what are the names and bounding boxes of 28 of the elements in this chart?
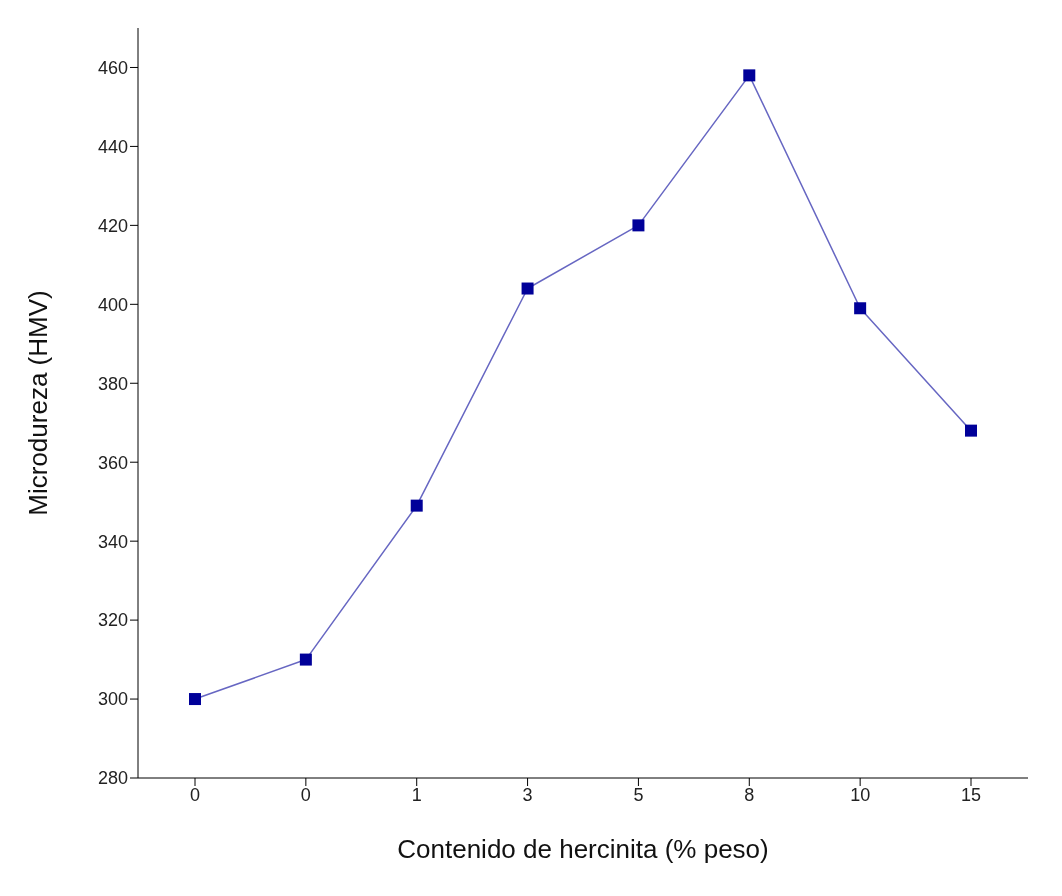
point	[632, 219, 645, 232]
x-tick-label: 8	[744, 784, 755, 805]
x-tick-label: 5	[633, 784, 644, 805]
point	[189, 693, 201, 706]
y-tick-label: 440	[97, 136, 128, 157]
x-tick-label: 0	[300, 784, 311, 805]
x-tick-label: 1	[411, 784, 422, 805]
y-axis-title: Microdureza (HMV)	[23, 290, 54, 516]
x-axis-title: Contenido de hercinita (% peso)	[397, 834, 769, 864]
point	[410, 499, 423, 512]
x-tick-label: 3	[522, 784, 533, 805]
point	[743, 69, 756, 82]
x-tick-label: 0	[189, 784, 201, 805]
y-tick-label: 300	[97, 689, 128, 710]
point	[299, 653, 312, 666]
y-tick-label: 420	[97, 215, 128, 236]
y-tick-label: 380	[97, 373, 128, 394]
x-tick-label: 15	[960, 784, 982, 805]
y-tick-label: 280	[97, 768, 128, 789]
y-tick-label: 400	[97, 294, 128, 315]
y-tick-label: 340	[97, 531, 128, 552]
y-tick-label: 460	[97, 57, 128, 78]
y-tick-label: 320	[97, 610, 128, 631]
y-tick-label: 360	[97, 452, 128, 473]
point	[965, 424, 977, 437]
x-tick-label: 10	[850, 784, 871, 805]
point	[854, 302, 867, 315]
point	[521, 282, 534, 295]
